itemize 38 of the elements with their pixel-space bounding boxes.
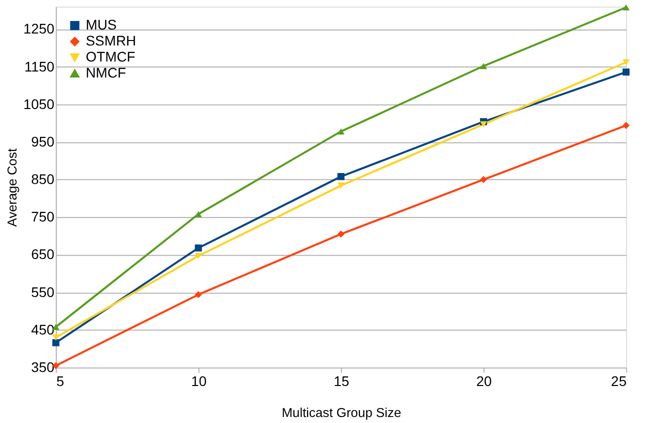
y-tick-label: 1150 xyxy=(24,58,55,74)
y-tick-label: 850 xyxy=(31,171,55,188)
point xyxy=(480,121,488,128)
point xyxy=(337,182,344,189)
y-tick-label: 450 xyxy=(31,321,55,338)
legend-label: OTMCF xyxy=(86,48,136,64)
y-tick-label: 650 xyxy=(31,246,55,262)
point xyxy=(194,244,202,252)
y-tick-label: 1250 xyxy=(23,20,55,37)
point xyxy=(480,176,488,184)
x-tick-label: 10 xyxy=(191,372,207,389)
legend-label: NMCF xyxy=(86,64,126,80)
y-tick-label: 950 xyxy=(31,133,55,150)
x-tick-label: 20 xyxy=(476,372,492,389)
y-tick-label: 550 xyxy=(31,284,55,300)
point xyxy=(52,339,60,346)
point xyxy=(622,59,630,66)
x-tick-label: 15 xyxy=(334,372,350,389)
y-tick-label: 750 xyxy=(31,208,55,225)
point xyxy=(337,230,344,238)
point xyxy=(622,122,630,129)
point xyxy=(337,173,344,180)
point xyxy=(622,68,630,76)
x-tick-label: 25 xyxy=(611,372,627,389)
point xyxy=(337,128,344,134)
point xyxy=(622,4,630,10)
legend-label: SSMRH xyxy=(86,32,136,49)
point xyxy=(52,334,60,341)
x-axis-title: Multicast Group Size xyxy=(282,404,402,420)
y-tick-label: 350 xyxy=(31,359,55,376)
point xyxy=(194,291,202,298)
y-axis-title: Average Cost xyxy=(4,148,20,227)
point xyxy=(194,211,202,218)
legend-label: MUS xyxy=(86,16,117,33)
point xyxy=(194,252,202,259)
point xyxy=(480,62,488,70)
x-tick-label: 5 xyxy=(56,372,64,389)
y-tick-label: 1050 xyxy=(23,96,55,112)
